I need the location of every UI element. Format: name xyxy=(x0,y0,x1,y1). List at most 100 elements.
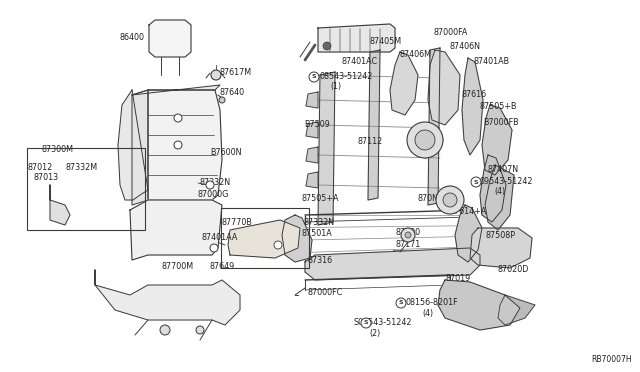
Circle shape xyxy=(436,186,464,214)
Polygon shape xyxy=(148,200,212,248)
Polygon shape xyxy=(498,295,535,325)
Text: 87401AA: 87401AA xyxy=(202,233,238,242)
Polygon shape xyxy=(306,147,318,163)
Polygon shape xyxy=(282,215,312,262)
Text: 87332N: 87332N xyxy=(303,218,334,227)
Polygon shape xyxy=(428,48,440,205)
Circle shape xyxy=(174,114,182,122)
Text: 87000FA: 87000FA xyxy=(434,28,468,37)
Text: 87401AB: 87401AB xyxy=(474,57,510,66)
Polygon shape xyxy=(306,92,318,108)
Text: B7000FB: B7000FB xyxy=(483,118,518,127)
Text: 08543-51242: 08543-51242 xyxy=(319,72,372,81)
Text: 87700M: 87700M xyxy=(162,262,194,271)
Text: 87012: 87012 xyxy=(28,163,53,172)
Text: 87614+A: 87614+A xyxy=(449,207,486,216)
Circle shape xyxy=(196,326,204,334)
Text: 87407N: 87407N xyxy=(487,165,518,174)
Text: 08156-8201F: 08156-8201F xyxy=(406,298,459,307)
Bar xyxy=(221,208,309,268)
Text: 87505+B: 87505+B xyxy=(480,102,518,111)
Circle shape xyxy=(396,298,406,308)
Text: 87406M: 87406M xyxy=(399,50,431,59)
Text: S: S xyxy=(399,301,403,305)
Polygon shape xyxy=(470,228,532,268)
Circle shape xyxy=(274,241,282,249)
Text: 87300M: 87300M xyxy=(42,145,74,154)
Text: RB70007H: RB70007H xyxy=(591,355,632,364)
Text: 87617M: 87617M xyxy=(220,68,252,77)
Text: (1): (1) xyxy=(330,82,341,91)
Text: 87316: 87316 xyxy=(307,256,332,265)
Polygon shape xyxy=(455,205,482,262)
Text: S: S xyxy=(312,74,316,80)
Text: 87770B: 87770B xyxy=(221,218,252,227)
Circle shape xyxy=(361,318,371,328)
Circle shape xyxy=(405,232,411,238)
Circle shape xyxy=(471,177,481,187)
Text: 87649: 87649 xyxy=(210,262,236,271)
Text: 87020D: 87020D xyxy=(497,265,529,274)
Polygon shape xyxy=(130,200,222,260)
Text: B7509: B7509 xyxy=(304,120,330,129)
Text: 87640: 87640 xyxy=(220,88,245,97)
Circle shape xyxy=(211,70,221,80)
Text: 87405M: 87405M xyxy=(369,37,401,46)
Polygon shape xyxy=(50,185,70,225)
Text: 870NG: 870NG xyxy=(418,194,445,203)
Polygon shape xyxy=(438,280,520,330)
Text: (4): (4) xyxy=(494,187,505,196)
Polygon shape xyxy=(485,165,514,230)
Text: 87013: 87013 xyxy=(33,173,58,182)
Polygon shape xyxy=(390,52,418,115)
Circle shape xyxy=(323,42,331,50)
Polygon shape xyxy=(132,85,220,95)
Polygon shape xyxy=(305,248,480,280)
Text: 87112: 87112 xyxy=(358,137,383,146)
Circle shape xyxy=(174,141,182,149)
Text: 87406N: 87406N xyxy=(450,42,481,51)
Polygon shape xyxy=(148,90,222,200)
Circle shape xyxy=(415,130,435,150)
Text: 87508P: 87508P xyxy=(486,231,516,240)
Polygon shape xyxy=(95,270,240,325)
Polygon shape xyxy=(118,90,148,200)
Polygon shape xyxy=(368,50,380,200)
Circle shape xyxy=(206,181,214,189)
Circle shape xyxy=(407,122,443,158)
Bar xyxy=(393,250,411,260)
Polygon shape xyxy=(306,172,318,188)
Polygon shape xyxy=(428,50,460,125)
Text: 87505+A: 87505+A xyxy=(301,194,339,203)
Text: 87000G: 87000G xyxy=(197,190,228,199)
Text: 87171: 87171 xyxy=(395,240,420,249)
Polygon shape xyxy=(480,155,506,222)
Bar xyxy=(319,30,333,48)
Circle shape xyxy=(210,244,218,252)
Polygon shape xyxy=(132,90,148,205)
Polygon shape xyxy=(149,20,191,57)
Text: S08543-51242: S08543-51242 xyxy=(354,318,413,327)
Text: (4): (4) xyxy=(422,309,433,318)
Text: 87501A: 87501A xyxy=(302,229,333,238)
Polygon shape xyxy=(306,122,318,138)
Text: 87000FC: 87000FC xyxy=(307,288,342,297)
Text: 87019: 87019 xyxy=(446,274,471,283)
Bar xyxy=(27,148,145,230)
Circle shape xyxy=(309,72,319,82)
Text: 87616: 87616 xyxy=(462,90,487,99)
Polygon shape xyxy=(318,72,335,225)
Polygon shape xyxy=(148,90,212,200)
Text: 87332M: 87332M xyxy=(65,163,97,172)
Polygon shape xyxy=(482,105,512,175)
Text: S: S xyxy=(364,321,368,326)
Polygon shape xyxy=(228,220,300,258)
Text: (2): (2) xyxy=(369,329,380,338)
Circle shape xyxy=(401,228,415,242)
Text: 86400: 86400 xyxy=(119,33,144,42)
Circle shape xyxy=(219,97,225,103)
Circle shape xyxy=(443,193,457,207)
Text: 87400: 87400 xyxy=(396,228,421,237)
Polygon shape xyxy=(318,24,395,52)
Circle shape xyxy=(160,325,170,335)
